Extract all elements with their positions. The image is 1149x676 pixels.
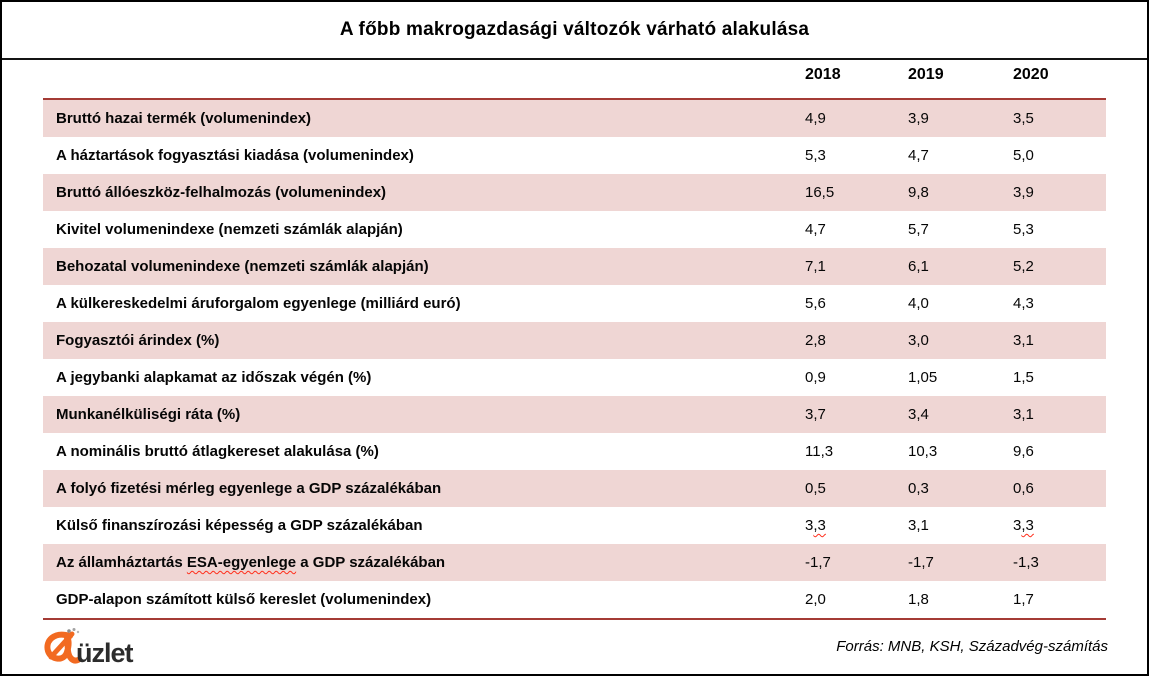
value-2019: 0,3 <box>908 480 929 497</box>
spellcheck-underline: ESA-egyenlege <box>186 554 297 571</box>
table-row: A külkereskedelmi áruforgalom egyenlege … <box>43 285 1106 322</box>
row-label: A külkereskedelmi áruforgalom egyenlege … <box>56 295 461 312</box>
value-2019: 10,3 <box>908 443 938 460</box>
table-row: Külső finanszírozási képesség a GDP száz… <box>43 507 1106 544</box>
value-2020: 3,1 <box>1013 406 1034 423</box>
row-label: Fogyasztói árindex (%) <box>56 332 220 349</box>
value-2020: 5,2 <box>1013 258 1034 275</box>
value-2019: 4,0 <box>908 295 929 312</box>
logo-text: üzlet <box>76 637 134 668</box>
spellcheck-underline: ,3 <box>813 517 826 534</box>
value-2018: 0,5 <box>805 480 826 497</box>
value-2020: 9,6 <box>1013 443 1034 460</box>
source-note: Forrás: MNB, KSH, Századvég-számítás <box>836 637 1108 655</box>
value-2020: 3,1 <box>1013 332 1034 349</box>
value-2019: -1,7 <box>908 554 934 571</box>
value-2019: 5,7 <box>908 221 929 238</box>
value-2020: 5,0 <box>1013 147 1034 164</box>
value-2019: 3,0 <box>908 332 929 349</box>
value-2020: 3,9 <box>1013 184 1034 201</box>
table-row: Bruttó hazai termék (volumenindex) 4,9 3,9… <box>43 100 1106 137</box>
value-2020: -1,3 <box>1013 554 1039 571</box>
value-2020: 1,5 <box>1013 369 1034 386</box>
table-row: A folyó fizetési mérleg egyenlege a GDP … <box>43 470 1106 507</box>
value-2018: 3,3 <box>805 517 826 534</box>
value-2019: 3,4 <box>908 406 929 423</box>
value-2018: -1,7 <box>805 554 831 571</box>
table-row: GDP-alapon számított külső kereslet (vol… <box>43 581 1106 618</box>
table-row: Kivitel volumenindexe (nemzeti számlák a… <box>43 211 1106 248</box>
value-2018: 4,9 <box>805 110 826 127</box>
column-header-2020: 2020 <box>1013 66 1049 83</box>
macro-table: 2018 2019 2020 Bruttó hazai termék (volu… <box>43 60 1106 620</box>
azuzlet-logo: üzlet <box>41 627 134 668</box>
value-2019: 6,1 <box>908 258 929 275</box>
value-2020: 4,3 <box>1013 295 1034 312</box>
row-label: Kivitel volumenindexe (nemzeti számlák a… <box>56 221 403 238</box>
value-2020: 5,3 <box>1013 221 1034 238</box>
value-2020: 3,3 <box>1013 517 1034 534</box>
value-2020: 0,6 <box>1013 480 1034 497</box>
column-header-2018: 2018 <box>805 66 841 83</box>
footer: üzlet Forrás: MNB, KSH, Századvég-számít… <box>2 622 1147 674</box>
value-2018: 4,7 <box>805 221 826 238</box>
row-label: A jegybanki alapkamat az időszak végén (… <box>56 369 372 386</box>
row-label: Az államháztartás ESA-egyenlege a GDP sz… <box>56 554 446 571</box>
value-2019: 1,05 <box>908 369 938 386</box>
row-label: A nominális bruttó átlagkereset alakulás… <box>56 443 379 460</box>
value-2018: 2,0 <box>805 591 826 608</box>
page-title: A főbb makrogazdasági változók várható a… <box>339 19 810 40</box>
table-row: Bruttó állóeszköz-felhalmozás (volumenin… <box>43 174 1106 211</box>
value-2018: 2,8 <box>805 332 826 349</box>
value-2019: 4,7 <box>908 147 929 164</box>
column-headers: 2018 2019 2020 <box>43 60 1106 98</box>
table-row: Behozatal volumenindexe (nemzeti számlák… <box>43 248 1106 285</box>
value-2019: 3,9 <box>908 110 929 127</box>
value-2018: 5,3 <box>805 147 826 164</box>
row-label: Bruttó állóeszköz-felhalmozás (volumenin… <box>56 184 387 201</box>
value-2018: 16,5 <box>805 184 835 201</box>
table-body: Bruttó hazai termék (volumenindex) 4,9 3,9… <box>43 98 1106 620</box>
row-label: Bruttó hazai termék (volumenindex) <box>56 110 312 127</box>
value-2019: 3,1 <box>908 517 929 534</box>
value-2018: 7,1 <box>805 258 826 275</box>
value-2018: 11,3 <box>805 443 834 460</box>
column-header-2019: 2019 <box>908 66 944 83</box>
table-row: A jegybanki alapkamat az időszak végén (… <box>43 359 1106 396</box>
title-bar: A főbb makrogazdasági változók várható a… <box>2 2 1147 60</box>
spellcheck-underline: ,3 <box>1021 517 1034 534</box>
table-row: A háztartások fogyasztási kiadása (volum… <box>43 137 1106 174</box>
row-label: Behozatal volumenindexe (nemzeti számlák… <box>56 258 429 275</box>
table-row: Fogyasztói árindex (%) 2,8 3,0 3,1 <box>43 322 1106 359</box>
value-2018: 5,6 <box>805 295 826 312</box>
value-2019: 1,8 <box>908 591 929 608</box>
value-2020: 3,5 <box>1013 110 1034 127</box>
value-2020: 1,7 <box>1013 591 1034 608</box>
row-label: Munkanélküliségi ráta (%) <box>56 406 241 423</box>
logo-mark-icon <box>44 628 81 664</box>
value-2019: 9,8 <box>908 184 929 201</box>
table-row: A nominális bruttó átlagkereset alakulás… <box>43 433 1106 470</box>
value-2018: 0,9 <box>805 369 826 386</box>
row-label: A folyó fizetési mérleg egyenlege a GDP … <box>56 480 442 497</box>
table-row: Munkanélküliségi ráta (%) 3,7 3,4 3,1 <box>43 396 1106 433</box>
value-2018: 3,7 <box>805 406 826 423</box>
row-label: GDP-alapon számított külső kereslet (vol… <box>56 591 432 608</box>
table-row: Az államháztartás ESA-egyenlege a GDP sz… <box>43 544 1106 581</box>
row-label: A háztartások fogyasztási kiadása (volum… <box>56 147 414 164</box>
row-label: Külső finanszírozási képesség a GDP száz… <box>56 517 423 534</box>
